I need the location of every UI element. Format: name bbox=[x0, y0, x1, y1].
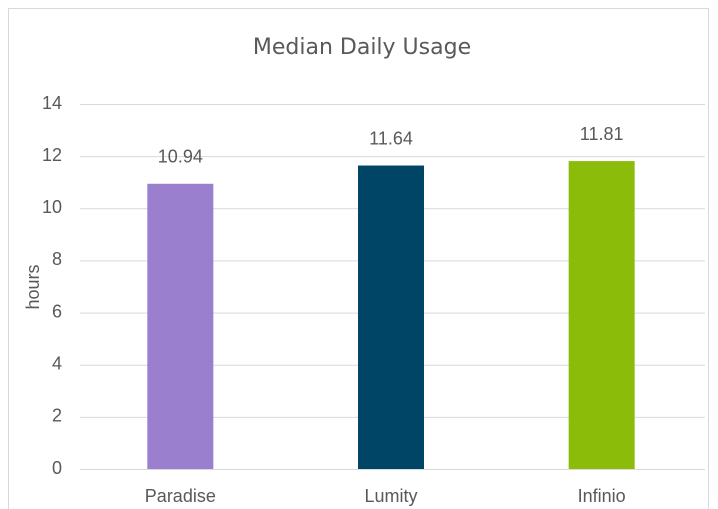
y-tick-label: 4 bbox=[52, 353, 62, 373]
data-label: 10.94 bbox=[158, 147, 203, 167]
x-tick-label: Lumity bbox=[364, 486, 417, 506]
bar bbox=[147, 183, 214, 469]
data-label: 11.64 bbox=[369, 128, 413, 148]
y-tick-label: 10 bbox=[42, 197, 62, 217]
y-tick-label: 6 bbox=[52, 301, 62, 321]
bar bbox=[358, 165, 424, 469]
bar bbox=[568, 161, 635, 469]
y-axis-label: hours bbox=[23, 264, 43, 309]
y-tick-label: 2 bbox=[52, 406, 62, 426]
x-tick-label: Paradise bbox=[145, 486, 216, 506]
x-tick-label: Infinio bbox=[578, 486, 626, 506]
y-tick-label: 12 bbox=[42, 145, 62, 165]
y-tick-label: 14 bbox=[42, 93, 62, 113]
chart-title: Median Daily Usage bbox=[253, 35, 471, 60]
data-label: 11.81 bbox=[580, 124, 624, 144]
y-tick-label: 0 bbox=[52, 458, 62, 478]
y-tick-label: 8 bbox=[52, 249, 62, 269]
